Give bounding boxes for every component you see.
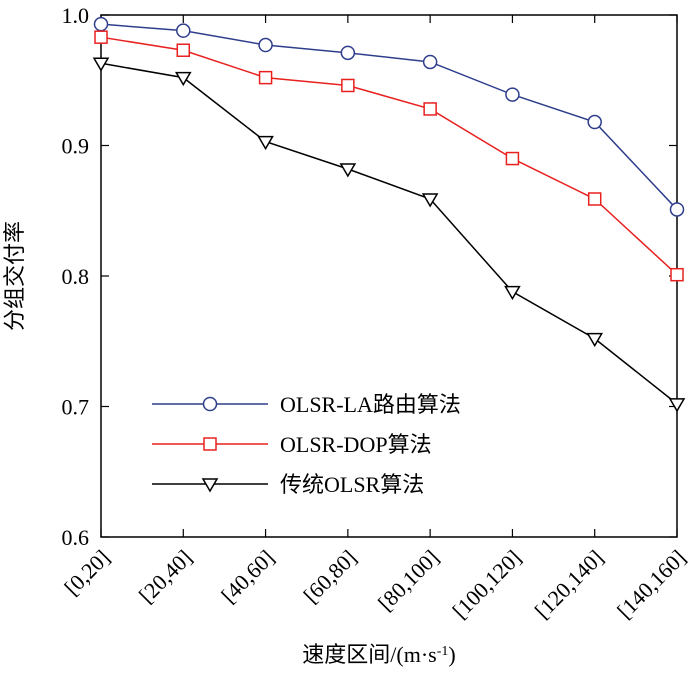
legend-label: 传统OLSR算法: [280, 472, 424, 497]
data-point: [176, 43, 191, 57]
y-tick-label: 0.9: [62, 134, 90, 159]
data-point: [422, 54, 438, 70]
y-tick-label: 1.0: [62, 3, 90, 28]
y-tick-label: 0.8: [62, 264, 90, 289]
data-point: [340, 45, 356, 61]
series-1: [94, 30, 684, 282]
x-tick-label: [40,60]: [216, 545, 279, 608]
data-point: [423, 102, 437, 116]
series-0: [93, 16, 685, 217]
data-point: [257, 135, 274, 151]
legend-entry: 传统OLSR算法: [152, 472, 424, 497]
data-point: [505, 151, 520, 166]
x-tick-label: [0,20]: [59, 545, 114, 600]
legend-marker: [203, 437, 217, 451]
data-point: [258, 37, 273, 53]
plot-frame: [100, 14, 678, 538]
x-tick-label: [60,80]: [298, 545, 361, 608]
legend-label: OLSR-LA路由算法: [280, 392, 461, 417]
data-point: [504, 285, 521, 301]
data-point: [341, 78, 355, 93]
series-line: [100, 36, 678, 276]
y-tick-label: 0.6: [62, 525, 90, 550]
data-point: [587, 114, 602, 130]
legend-marker: [201, 478, 219, 493]
x-tick-label: [140,160]: [612, 545, 691, 624]
legend-entry: OLSR-LA路由算法: [152, 392, 461, 417]
data-point: [587, 192, 602, 206]
data-point: [505, 87, 520, 102]
legend-entry: OLSR-DOP算法: [152, 432, 432, 457]
data-point: [669, 202, 685, 217]
data-point: [93, 16, 109, 32]
x-axis-label-tail: ): [448, 642, 455, 667]
data-point: [92, 57, 110, 72]
y-tick-label: 0.7: [62, 395, 90, 420]
legend-marker: [202, 396, 218, 412]
x-tick-label: [80,100]: [373, 545, 444, 616]
data-point: [421, 193, 439, 208]
y-axis-label: 分组交付率: [2, 221, 27, 331]
x-tick-label: [100,120]: [447, 545, 526, 624]
x-axis-label-main: 速度区间/(m·s: [302, 642, 436, 667]
x-axis-label-sup: -1: [437, 644, 449, 659]
x-tick-label: [120,140]: [530, 545, 609, 624]
x-axis-label: 速度区间/(m·s-1): [302, 642, 455, 667]
series-2: [92, 57, 686, 413]
series-line: [100, 62, 678, 405]
data-point: [258, 70, 273, 85]
data-point: [176, 23, 191, 38]
series-line: [100, 23, 678, 210]
x-tick-label: [20,40]: [134, 545, 197, 608]
data-point: [339, 163, 357, 178]
data-point: [670, 267, 684, 282]
data-point: [668, 398, 686, 413]
data-point: [94, 30, 108, 44]
data-point: [174, 71, 192, 87]
data-point: [586, 332, 604, 348]
legend-label: OLSR-DOP算法: [280, 432, 432, 457]
